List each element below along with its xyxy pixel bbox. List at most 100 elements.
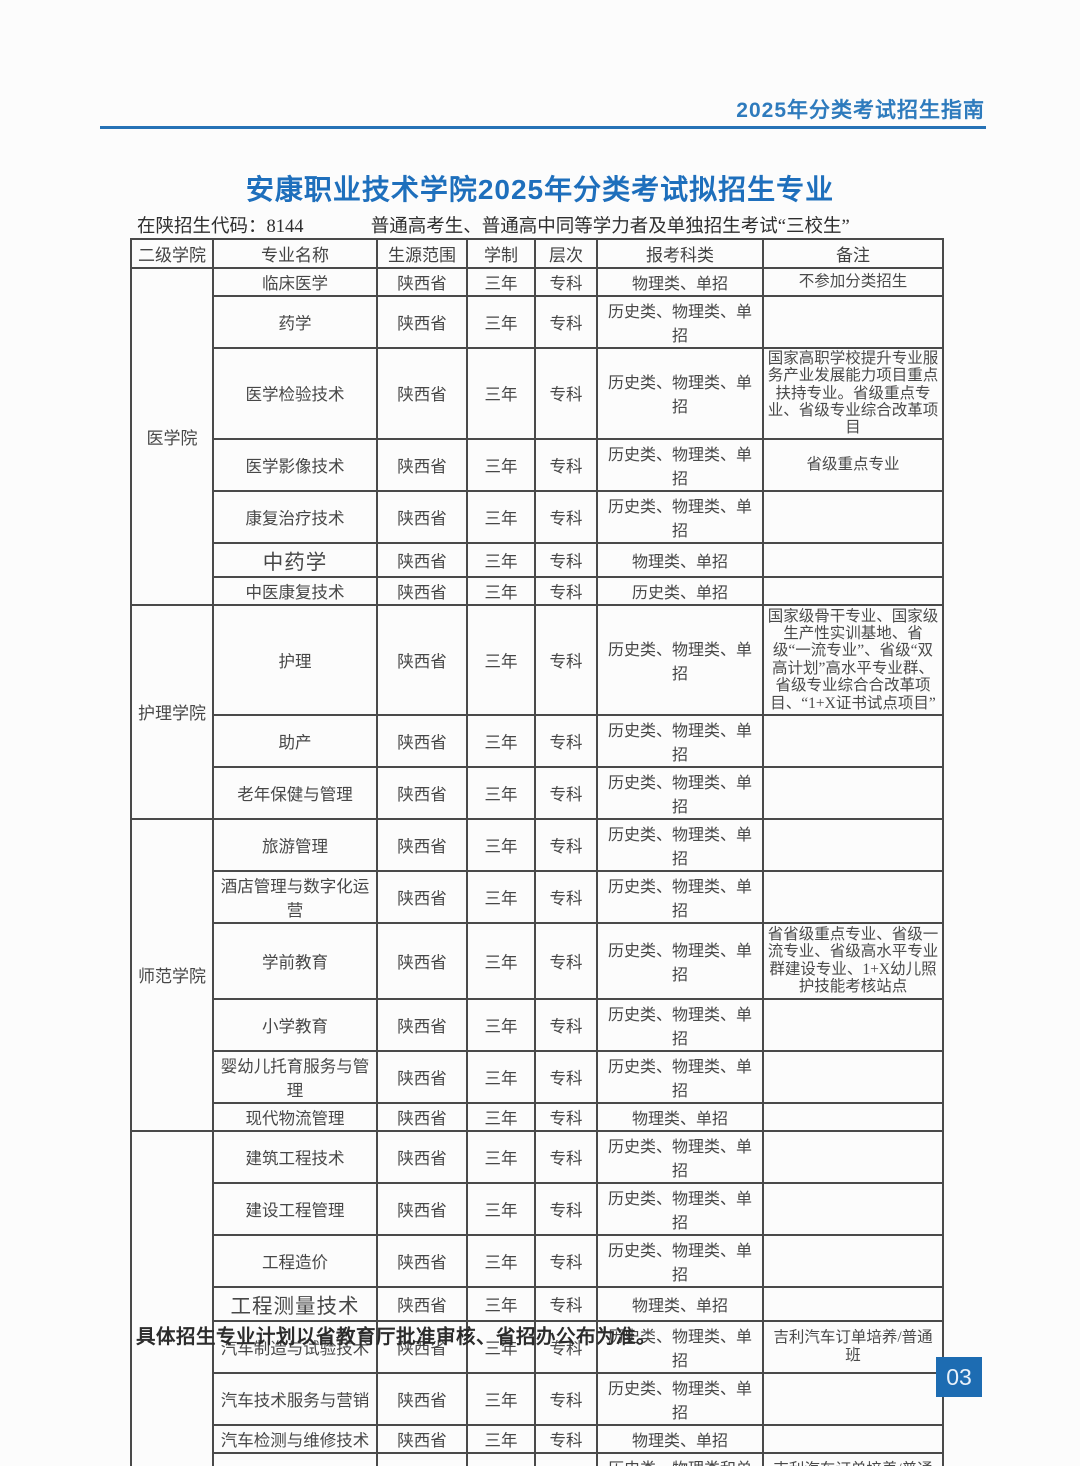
- table-row: 学前教育 陕西省 三年 专科 历史类、物理类、单招 省省级重点专业、省级一流专业、省级高水…: [131, 921, 944, 1000]
- remark-cell: [762, 1101, 944, 1132]
- cats-cell: 历史类、物理类、单招: [596, 869, 764, 924]
- admission-code: 在陕招生代码：8144: [137, 217, 304, 237]
- region-cell: 陕西省: [376, 1423, 468, 1454]
- major-cell: 助产: [212, 713, 378, 768]
- majors-table-body: 医学院 临床医学 陕西省 三年 专科 物理类、单招 不参加分类招生 药学 陕西省 三年 专科 历史类、…: [130, 267, 944, 1466]
- table-row: 师范学院 旅游管理 陕西省 三年 专科 历史类、物理类、单招: [130, 817, 944, 1132]
- major-cell: 医学影像技术: [212, 437, 378, 492]
- table-row: 汽车检测与维修技术 陕西省 三年 专科 物理类、单招: [131, 1423, 944, 1454]
- college-cell: 护理学院: [130, 603, 214, 820]
- table-row: 小学教育 陕西省 三年 专科 历史类、物理类、单招: [131, 997, 944, 1052]
- major-cell: 建筑工程技术: [212, 1129, 378, 1184]
- table-row: 医学检验技术 陕西省 三年 专科 历史类、物理类、单招 国家高职学校提升专业服务产业发展能…: [131, 347, 944, 440]
- remark-cell: [762, 1129, 944, 1184]
- level-cell: 专科: [534, 347, 598, 440]
- level-cell: 专科: [534, 1233, 598, 1288]
- remark-cell: [762, 295, 944, 349]
- level-cell: 专科: [534, 1371, 598, 1426]
- majors-table: 二级学院 专业名称 生源范围 学制 层次 报考科类 备注 医学院 临床医学 陕西省 三年 专科 物理类…: [130, 238, 944, 1466]
- cats-cell: 物理类、单招: [596, 1285, 764, 1322]
- page-header-title: 2025年分类考试招生指南: [736, 99, 985, 122]
- table-row: 中药学 陕西省 三年 专科 物理类、单招: [131, 541, 944, 578]
- remark-cell: [762, 1181, 944, 1236]
- table-header-cell: 生源范围: [376, 238, 468, 269]
- cats-cell: 历史类、物理类和单招: [596, 1451, 764, 1466]
- remark-cell: 省省级重点专业、省级一流专业、省级高水平专业群建设专业、1+X幼儿照护技能考核站…: [762, 921, 944, 1000]
- duration-cell: 三年: [466, 765, 536, 820]
- duration-cell: 三年: [466, 1285, 536, 1322]
- region-cell: 陕西省: [376, 713, 468, 768]
- remark-cell: [762, 869, 944, 924]
- region-cell: 陕西省: [376, 347, 468, 440]
- region-cell: 陕西省: [376, 1049, 468, 1104]
- table-header-cell: 二级学院: [130, 238, 214, 269]
- major-cell: 新能源汽车技术: [212, 1451, 378, 1466]
- remark-cell: [762, 997, 944, 1052]
- table-row: 工程测量技术 陕西省 三年 专科 物理类、单招: [131, 1285, 944, 1322]
- remark-cell: 国家级骨干专业、国家级生产性实训基地、省级“一流专业”、省级“双高计划”高水平专…: [762, 603, 944, 716]
- major-cell: 药学: [212, 295, 378, 349]
- remark-cell: [762, 541, 944, 578]
- cats-cell: 历史类、物理类、单招: [596, 1371, 764, 1426]
- region-cell: 陕西省: [376, 1129, 468, 1184]
- level-cell: 专科: [534, 437, 598, 492]
- college-cell: 师范学院: [130, 817, 214, 1132]
- major-cell: 医学检验技术: [212, 347, 378, 440]
- level-cell: 专科: [534, 1181, 598, 1236]
- major-cell: 中医康复技术: [212, 575, 378, 606]
- duration-cell: 三年: [466, 1233, 536, 1288]
- level-cell: 专科: [534, 541, 598, 578]
- cats-cell: 历史类、物理类、单招: [596, 1233, 764, 1288]
- duration-cell: 三年: [466, 541, 536, 578]
- cats-cell: 历史类、物理类、单招: [596, 603, 764, 716]
- duration-cell: 三年: [466, 1049, 536, 1104]
- remark-cell: [762, 575, 944, 606]
- major-cell: 现代物流管理: [212, 1101, 378, 1132]
- major-cell: 汽车制造与试验技术: [212, 1319, 378, 1374]
- region-cell: 陕西省: [376, 817, 468, 872]
- cats-cell: 历史类、物理类、单招: [596, 489, 764, 544]
- duration-cell: 三年: [466, 997, 536, 1052]
- level-cell: 专科: [534, 1129, 598, 1184]
- table-row: 药学 陕西省 三年 专科 历史类、物理类、单招: [131, 295, 944, 349]
- college-cell: 工程学院: [130, 1129, 214, 1466]
- table-header-cell: 报考科类: [596, 238, 764, 269]
- table-header-cell: 备注: [762, 238, 944, 269]
- major-cell: 汽车技术服务与营销: [212, 1371, 378, 1426]
- major-cell: 工程造价: [212, 1233, 378, 1288]
- remark-cell: [762, 817, 944, 872]
- region-cell: 陕西省: [376, 1371, 468, 1426]
- region-cell: 陕西省: [376, 1233, 468, 1288]
- page-number-badge: 03: [936, 1357, 982, 1397]
- footer-note: 具体招生专业计划以省教育厅批准审核、省招办公布为准。: [136, 1327, 657, 1348]
- level-cell: 专科: [534, 1451, 598, 1466]
- remark-cell: 吉利汽车订单培养/普通班: [762, 1319, 944, 1374]
- table-row: 汽车技术服务与营销 陕西省 三年 专科 历史类、物理类、单招: [131, 1371, 944, 1426]
- table-row: 酒店管理与数字化运营 陕西省 三年 专科 历史类、物理类、单招: [131, 869, 944, 924]
- cats-cell: 物理类、单招: [596, 1423, 764, 1454]
- major-cell: 婴幼儿托育服务与管理: [212, 1049, 378, 1104]
- cats-cell: 历史类、物理类、单招: [596, 817, 764, 872]
- duration-cell: 三年: [466, 921, 536, 1000]
- cats-cell: 历史类、物理类、单招: [596, 295, 764, 349]
- level-cell: 专科: [534, 603, 598, 716]
- table-row: 工程造价 陕西省 三年 专科 历史类、物理类、单招: [131, 1233, 944, 1288]
- remark-cell: [762, 1423, 944, 1454]
- table-header-cell: 层次: [534, 238, 598, 269]
- exam-eligibility: 普通高考生、普通高中同等学力者及单独招生考试“三校生”: [370, 217, 850, 237]
- major-cell: 小学教育: [212, 997, 378, 1052]
- table-row: 康复治疗技术 陕西省 三年 专科 历史类、物理类、单招: [131, 489, 944, 544]
- level-cell: 专科: [534, 1423, 598, 1454]
- duration-cell: 三年: [466, 1371, 536, 1426]
- duration-cell: 三年: [466, 817, 536, 872]
- table-header-row: 二级学院 专业名称 生源范围 学制 层次 报考科类 备注: [130, 238, 944, 269]
- remark-cell: [762, 713, 944, 768]
- admission-code-line: 在陕招生代码：8144 普通高考生、普通高中同等学力者及单独招生考试“三校生”: [137, 212, 850, 238]
- remark-cell: 吉利汽车订单培养/普通班: [762, 1451, 944, 1466]
- table-row: 老年保健与管理 陕西省 三年 专科 历史类、物理类、单招: [131, 765, 944, 820]
- region-cell: 陕西省: [376, 489, 468, 544]
- level-cell: 专科: [534, 713, 598, 768]
- cats-cell: 历史类、物理类、单招: [596, 1319, 764, 1374]
- region-cell: 陕西省: [376, 1451, 468, 1466]
- duration-cell: 三年: [466, 575, 536, 606]
